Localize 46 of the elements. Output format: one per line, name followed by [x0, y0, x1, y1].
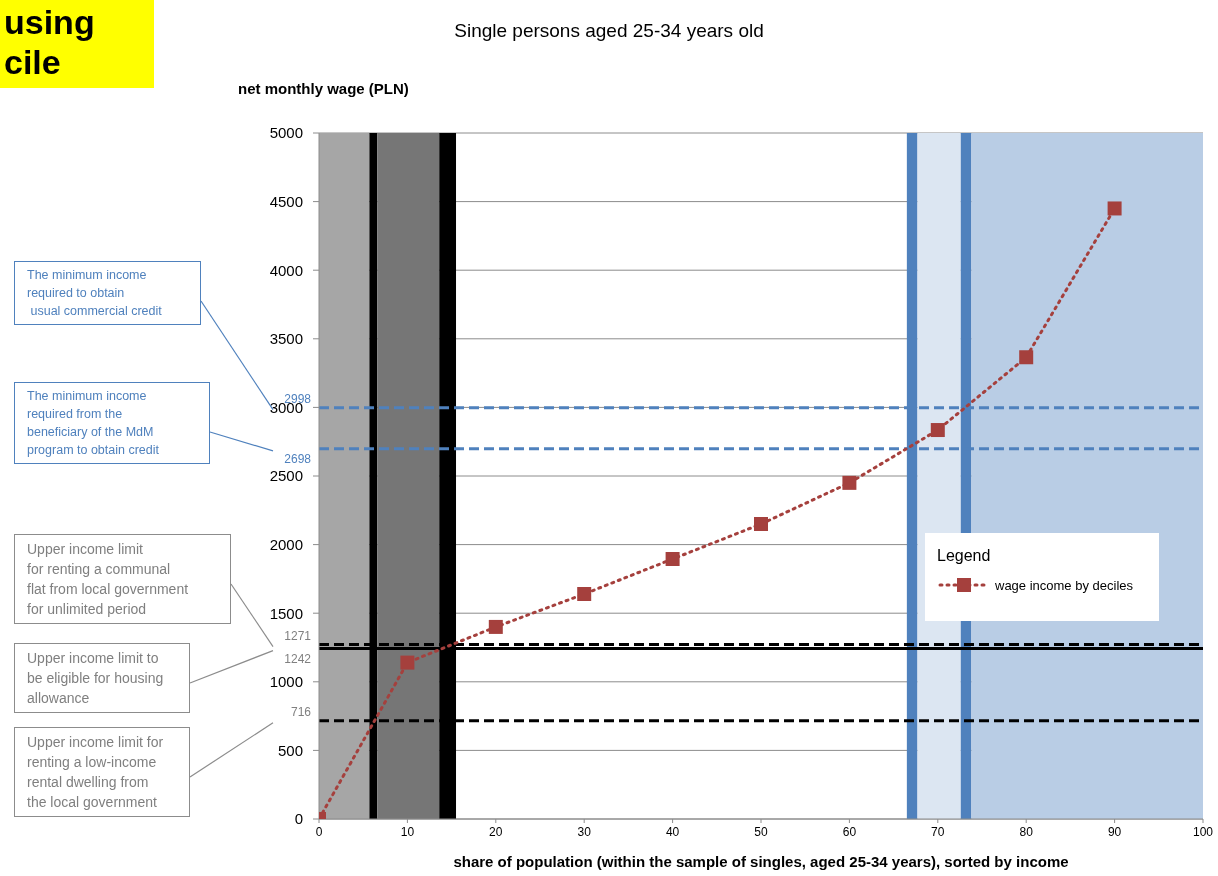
y-tick-label: 1000	[269, 673, 303, 691]
ref-line-label: 1242	[284, 651, 312, 666]
x-tick-label: 70	[931, 824, 945, 839]
y-tick-label: 2000	[269, 535, 303, 553]
point	[400, 655, 415, 670]
y-tick-label: 4500	[269, 192, 303, 210]
x-tick-label: 30	[577, 824, 592, 839]
x-tick-label: 40	[665, 824, 680, 839]
point	[842, 475, 857, 490]
text: Upper income limit for renting a low-income rental dwelling from the local government	[14, 727, 190, 817]
point	[930, 423, 945, 438]
y-tick-label: 4000	[269, 261, 303, 279]
x-tick-label: 0	[315, 824, 323, 839]
point	[577, 586, 592, 601]
text: using cile	[0, 0, 154, 88]
point	[754, 517, 768, 532]
legend-panel: Legend wage income by deciles	[925, 533, 1159, 621]
y-tick-label: 1500	[269, 604, 303, 622]
y-tick-label: 3500	[269, 330, 303, 348]
ref-line-label: 716	[290, 704, 312, 719]
x-tick-label: 20	[489, 824, 503, 839]
y-tick-label: 500	[277, 741, 303, 759]
ref-line-label: 1271	[284, 628, 312, 643]
x-tick-label: 100	[1192, 824, 1214, 839]
text: Upper income limit to be eligible for housing allowance	[14, 643, 190, 713]
ref-line-label: 2698	[284, 451, 312, 466]
x-tick-label: 60	[842, 824, 857, 839]
legend-label: wage income by deciles	[995, 577, 1134, 593]
y-tick-label: 5000	[269, 124, 303, 142]
text: Upper income limit for renting a communal flat from local government for unlimited period	[14, 534, 231, 624]
point	[1107, 201, 1122, 216]
point	[488, 619, 503, 634]
y-tick-label: 0	[294, 810, 303, 828]
y-axis-title: net monthly wage (PLN)	[238, 80, 409, 97]
text: The minimum income required to obtain usual commercial credit	[14, 261, 201, 325]
x-tick-label: 10	[400, 824, 415, 839]
chart-title: Single persons aged 25-34 years old	[454, 20, 764, 41]
x-axis-title: share of population (within the sample of singles, aged 25-34 years), sorted by income	[452, 853, 1070, 870]
x-tick-label: 80	[1019, 824, 1034, 839]
text: The minimum income required from the beneficiary of the MdM program to obtain credit	[14, 382, 210, 464]
x-tick-label: 50	[754, 824, 768, 839]
legend-title: Legend	[937, 547, 992, 565]
x-tick-label: 90	[1107, 824, 1122, 839]
point	[1019, 350, 1034, 365]
point	[665, 552, 680, 567]
y-tick-label: 2500	[269, 467, 303, 485]
